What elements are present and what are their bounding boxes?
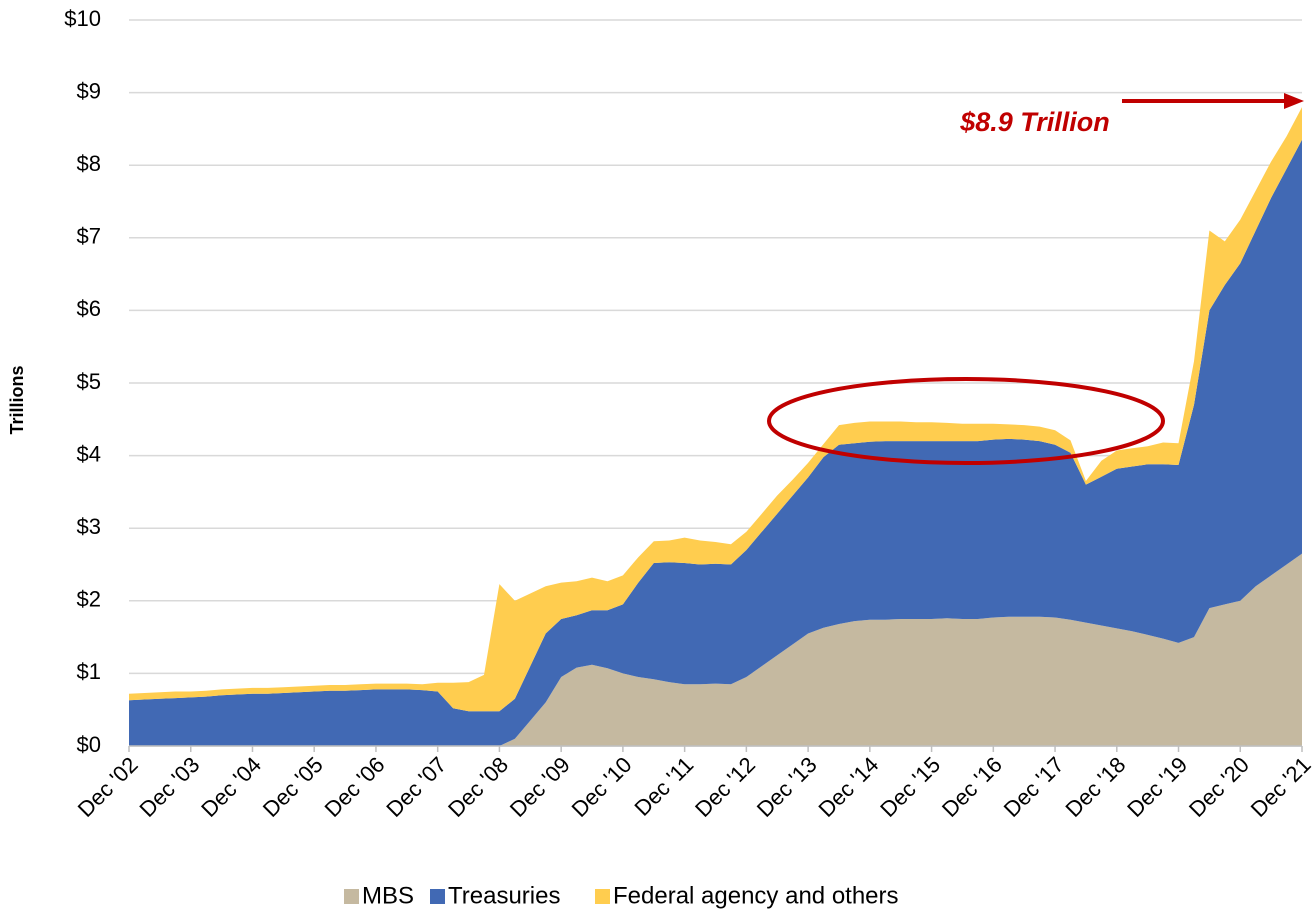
x-tick-label: Dec '04 xyxy=(196,752,266,822)
x-tick-label: Dec '19 xyxy=(1122,752,1192,822)
x-tick-label: Dec '10 xyxy=(567,752,637,822)
x-tick-label: Dec '16 xyxy=(937,752,1007,822)
y-tick-label: $4 xyxy=(77,441,101,466)
x-tick-label: Dec '13 xyxy=(752,752,822,822)
x-tick-label: Dec '06 xyxy=(320,752,390,822)
x-tick-label: Dec '17 xyxy=(999,752,1069,822)
y-tick-label: $0 xyxy=(77,732,101,757)
arrow-head xyxy=(1284,93,1304,109)
x-tick-label: Dec '14 xyxy=(814,752,884,822)
x-tick-label: Dec '15 xyxy=(875,752,945,822)
legend-label: Treasuries xyxy=(448,882,560,909)
y-tick-label: $3 xyxy=(77,514,101,539)
x-tick-label: Dec '08 xyxy=(443,752,513,822)
area xyxy=(129,553,1302,746)
y-tick-label: $5 xyxy=(77,369,101,394)
y-tick-label: $1 xyxy=(77,659,101,684)
legend-swatch xyxy=(344,889,359,904)
legend-swatch xyxy=(430,889,445,904)
x-tick-label: Dec '20 xyxy=(1184,752,1254,822)
y-axis-label: Trillions xyxy=(7,365,27,434)
y-tick-label: $9 xyxy=(77,78,101,103)
highlight-ellipse xyxy=(767,377,1165,465)
x-tick-label: Dec '02 xyxy=(73,752,143,822)
y-tick-label: $2 xyxy=(77,587,101,612)
x-tick-label: Dec '21 xyxy=(1246,752,1316,822)
legend-swatch xyxy=(595,889,610,904)
y-tick-label: $8 xyxy=(77,151,101,176)
annotation: $8.9 Trillion xyxy=(959,107,1110,137)
x-tick-label: Dec '12 xyxy=(690,752,760,822)
y-tick-label: $7 xyxy=(77,224,101,249)
x-tick-label: Dec '05 xyxy=(258,752,328,822)
x-tick-label: Dec '07 xyxy=(381,752,451,822)
x-tick-label: Dec '03 xyxy=(134,752,204,822)
legend-label: MBS xyxy=(362,882,414,909)
x-tick-label: Dec '09 xyxy=(505,752,575,822)
x-tick-label: Dec '11 xyxy=(629,752,698,821)
x-tick-label: Dec '18 xyxy=(1060,752,1130,822)
area xyxy=(129,139,1302,747)
y-tick-label: $6 xyxy=(77,296,101,321)
legend-label: Federal agency and others xyxy=(613,882,899,909)
y-tick-label: $10 xyxy=(64,6,101,31)
